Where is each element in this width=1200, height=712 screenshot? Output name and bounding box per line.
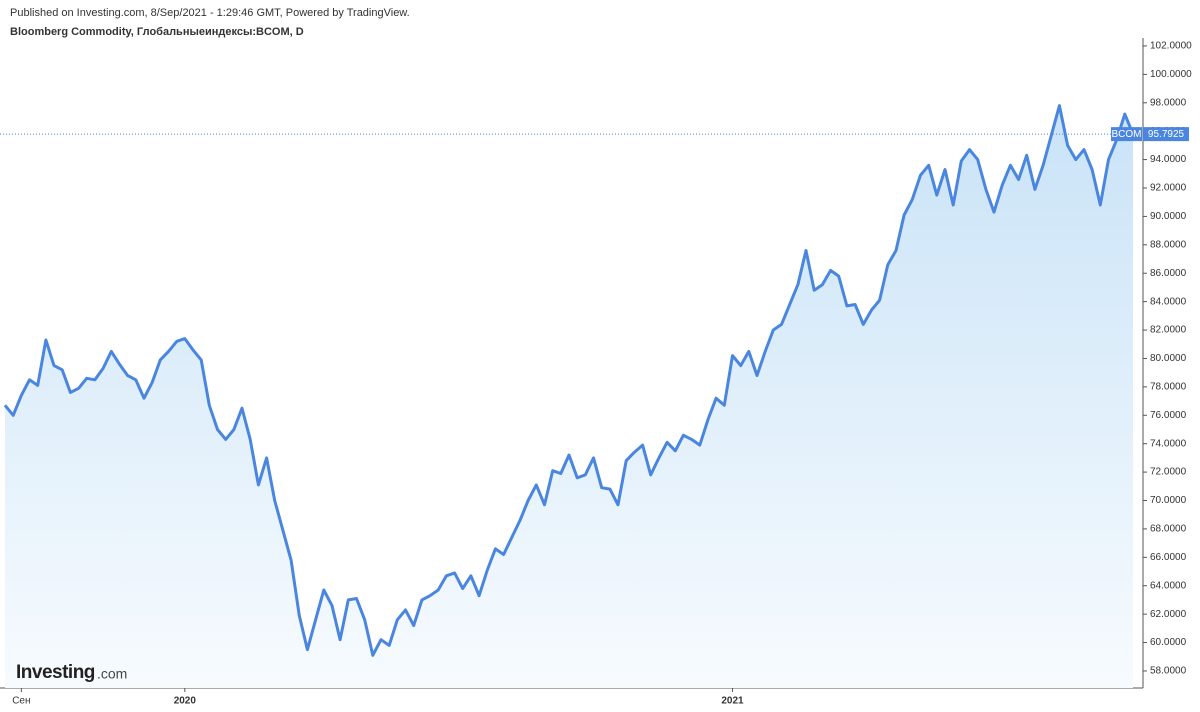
x-tick-label: 2021	[721, 696, 744, 707]
area	[5, 105, 1133, 689]
x-tick-label: Сен	[12, 696, 30, 707]
y-tick-label: 92.0000	[1150, 183, 1187, 194]
line	[3, 104, 1135, 657]
chart-title: Bloomberg Commodity, Глобальныеиндексы:B…	[10, 26, 304, 38]
y-tick-label: 62.0000	[1150, 609, 1187, 620]
y-tick-label: 88.0000	[1150, 239, 1187, 250]
y-tick-label: 76.0000	[1150, 410, 1187, 421]
y-tick-label: 72.0000	[1150, 467, 1187, 478]
y-tick-label: 84.0000	[1150, 296, 1187, 307]
y-tick-label: 60.0000	[1150, 637, 1187, 648]
y-tick-label: 98.0000	[1150, 97, 1187, 108]
y-tick-label: 86.0000	[1150, 268, 1187, 279]
last-price-box	[1143, 127, 1189, 142]
y-tick-label: 68.0000	[1150, 524, 1187, 535]
y-tick-label: 74.0000	[1150, 438, 1187, 449]
published-note: Published on Investing.com, 8/Sep/2021 -…	[10, 7, 410, 19]
last-price-tag	[1111, 127, 1142, 142]
y-tick-label: 102.0000	[1150, 41, 1192, 52]
y-tick-label: 78.0000	[1150, 382, 1187, 393]
y-tick-label: 80.0000	[1150, 353, 1187, 364]
y-tick-label: 64.0000	[1150, 580, 1187, 591]
logo-suffix: .com	[97, 666, 127, 682]
y-tick-label: 66.0000	[1150, 552, 1187, 563]
y-tick-label: 70.0000	[1150, 495, 1187, 506]
last-price-value: 95.7925	[1148, 129, 1185, 140]
x-tick-label: 2020	[174, 696, 197, 707]
y-tick-label: 82.0000	[1150, 325, 1187, 336]
y-tick-label: 90.0000	[1150, 211, 1187, 222]
logo-brand: Investing	[16, 662, 95, 683]
y-tick-label: 100.0000	[1150, 69, 1192, 80]
plot-area: 58.0000 60.0000 62.0000 64.0000 66.0000 68.00…	[0, 38, 1192, 707]
last-price-name: BCOM	[1112, 129, 1142, 140]
y-tick-label: 94.0000	[1150, 154, 1187, 165]
y-tick-label: 58.0000	[1150, 666, 1187, 677]
